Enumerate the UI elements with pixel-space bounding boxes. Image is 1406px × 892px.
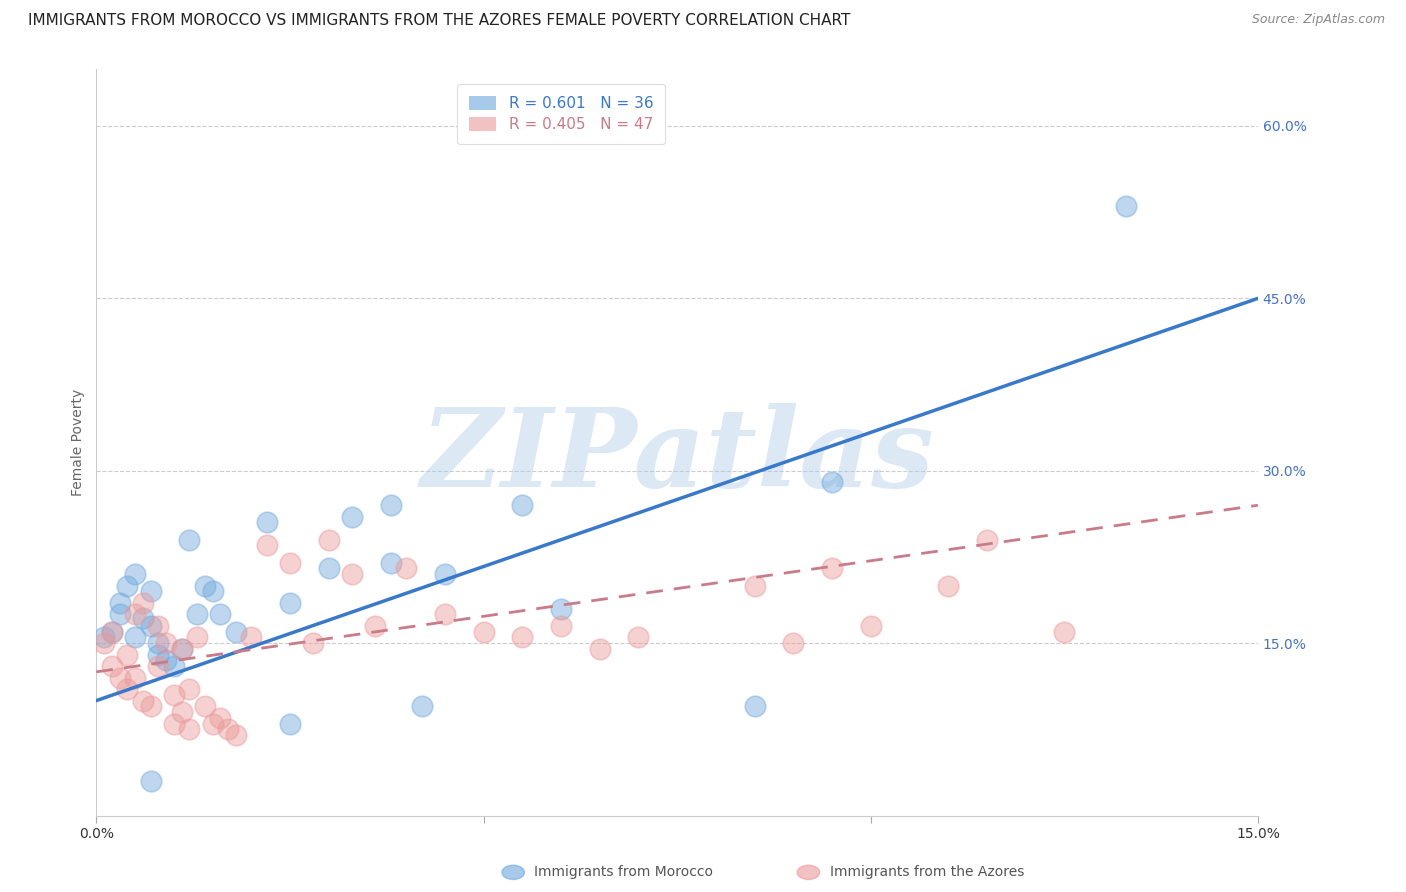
Point — [240, 631, 263, 645]
Point — [976, 533, 998, 547]
Point — [201, 716, 224, 731]
Point — [101, 624, 124, 639]
Point — [256, 538, 278, 552]
Point — [209, 711, 232, 725]
Point — [108, 596, 131, 610]
Point — [340, 567, 363, 582]
Point — [117, 579, 139, 593]
Point — [225, 624, 247, 639]
Point — [117, 682, 139, 697]
Point — [821, 561, 844, 575]
Point — [108, 671, 131, 685]
Point — [380, 498, 402, 512]
Point — [411, 699, 433, 714]
Point — [510, 498, 533, 512]
Point — [139, 619, 162, 633]
Point — [1115, 199, 1137, 213]
Legend: R = 0.601   N = 36, R = 0.405   N = 47: R = 0.601 N = 36, R = 0.405 N = 47 — [457, 84, 665, 145]
Point — [179, 723, 201, 737]
Point — [433, 567, 456, 582]
Point — [132, 693, 155, 707]
Point — [782, 636, 804, 650]
Point — [163, 659, 186, 673]
Point — [194, 579, 217, 593]
Point — [139, 774, 162, 789]
Point — [124, 671, 146, 685]
Point — [217, 723, 239, 737]
Point — [318, 561, 340, 575]
Point — [936, 579, 959, 593]
Point — [179, 682, 201, 697]
Point — [155, 636, 177, 650]
Point — [510, 631, 533, 645]
Point — [550, 601, 572, 615]
Point — [124, 567, 146, 582]
Point — [179, 533, 201, 547]
Point — [93, 636, 115, 650]
Point — [225, 728, 247, 742]
Point — [155, 653, 177, 667]
Point — [132, 596, 155, 610]
Point — [278, 716, 301, 731]
Y-axis label: Female Poverty: Female Poverty — [72, 388, 86, 496]
Point — [1053, 624, 1076, 639]
Point — [256, 516, 278, 530]
Point — [170, 641, 193, 656]
Point — [117, 648, 139, 662]
Point — [302, 636, 325, 650]
Point — [124, 607, 146, 622]
Point — [148, 619, 170, 633]
Point — [163, 688, 186, 702]
Point — [170, 641, 193, 656]
Point — [340, 509, 363, 524]
Point — [93, 631, 115, 645]
Point — [108, 607, 131, 622]
Point — [318, 533, 340, 547]
Point — [186, 631, 208, 645]
Text: IMMIGRANTS FROM MOROCCO VS IMMIGRANTS FROM THE AZORES FEMALE POVERTY CORRELATION: IMMIGRANTS FROM MOROCCO VS IMMIGRANTS FR… — [28, 13, 851, 29]
Point — [170, 705, 193, 719]
Point — [194, 699, 217, 714]
Point — [139, 584, 162, 599]
Point — [744, 699, 766, 714]
Point — [472, 624, 495, 639]
Point — [859, 619, 882, 633]
Point — [627, 631, 650, 645]
Point — [550, 619, 572, 633]
Point — [278, 556, 301, 570]
Point — [201, 584, 224, 599]
Point — [186, 607, 208, 622]
Point — [139, 699, 162, 714]
Text: ZIPatlas: ZIPatlas — [420, 403, 934, 511]
Point — [278, 596, 301, 610]
Text: Immigrants from Morocco: Immigrants from Morocco — [534, 865, 713, 880]
Point — [744, 579, 766, 593]
Point — [364, 619, 387, 633]
Text: Immigrants from the Azores: Immigrants from the Azores — [830, 865, 1024, 880]
Point — [433, 607, 456, 622]
Point — [124, 631, 146, 645]
Point — [101, 624, 124, 639]
Point — [148, 659, 170, 673]
Point — [101, 659, 124, 673]
Point — [380, 556, 402, 570]
Point — [209, 607, 232, 622]
Point — [821, 475, 844, 490]
Text: Source: ZipAtlas.com: Source: ZipAtlas.com — [1251, 13, 1385, 27]
Point — [132, 611, 155, 625]
Point — [395, 561, 418, 575]
Point — [163, 716, 186, 731]
Point — [148, 636, 170, 650]
Point — [589, 641, 612, 656]
Point — [148, 648, 170, 662]
